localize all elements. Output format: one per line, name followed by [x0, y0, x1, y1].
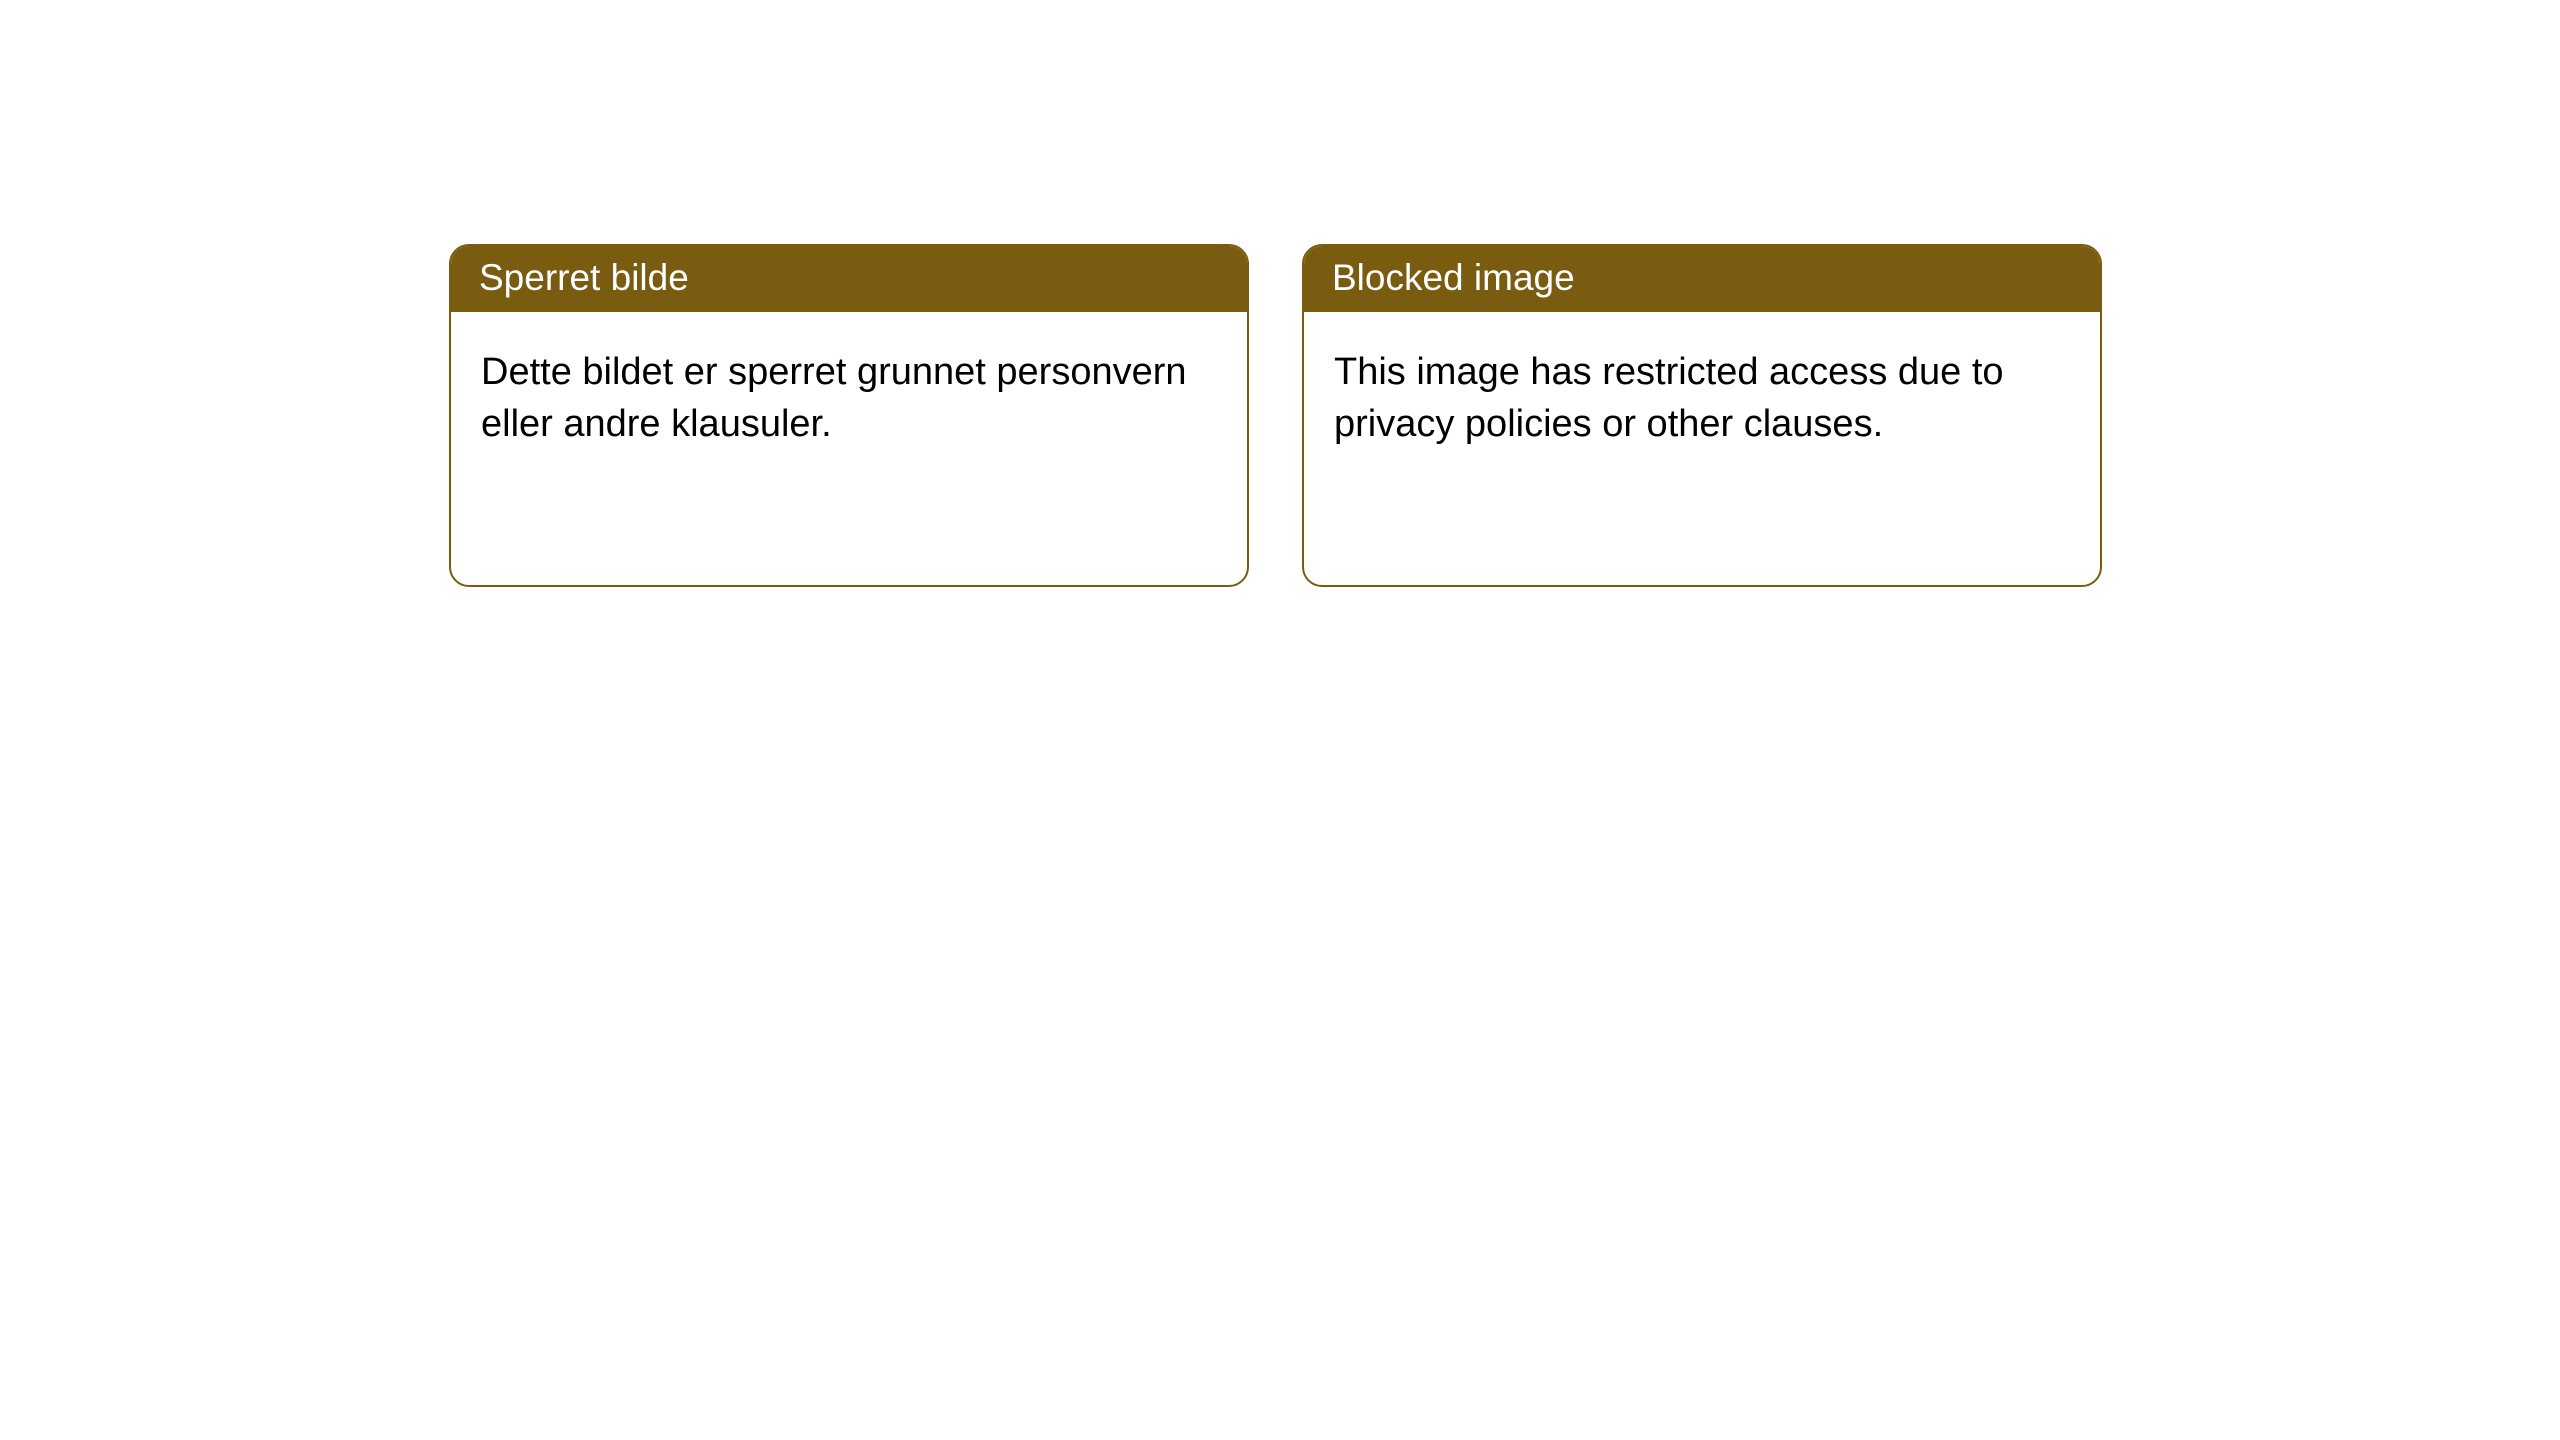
- notice-header: Blocked image: [1304, 246, 2100, 312]
- notice-message: Dette bildet er sperret grunnet personve…: [481, 351, 1187, 445]
- notice-body: This image has restricted access due to …: [1304, 312, 2100, 585]
- notice-body: Dette bildet er sperret grunnet personve…: [451, 312, 1247, 585]
- notice-header: Sperret bilde: [451, 246, 1247, 312]
- notice-container: Sperret bilde Dette bildet er sperret gr…: [449, 244, 2102, 587]
- notice-title: Blocked image: [1332, 257, 1575, 298]
- notice-card-english: Blocked image This image has restricted …: [1302, 244, 2102, 587]
- notice-card-norwegian: Sperret bilde Dette bildet er sperret gr…: [449, 244, 1249, 587]
- notice-title: Sperret bilde: [479, 257, 689, 298]
- notice-message: This image has restricted access due to …: [1334, 351, 2004, 445]
